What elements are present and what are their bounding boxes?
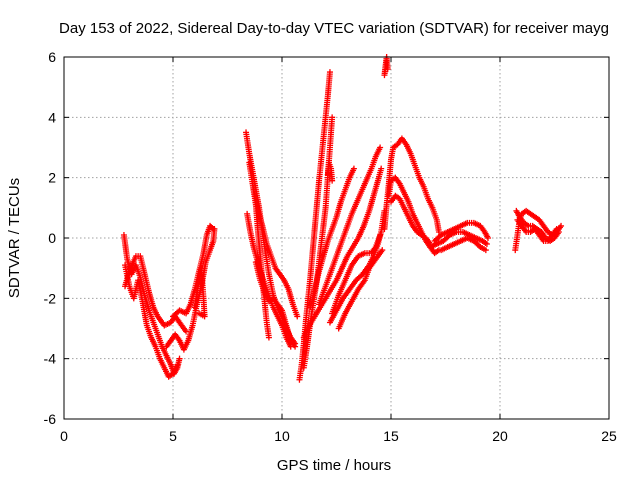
y-tick-label: 0 — [48, 230, 56, 246]
chart-title: Day 153 of 2022, Sidereal Day-to-day VTE… — [59, 20, 609, 37]
x-tick-label: 25 — [601, 428, 617, 444]
y-axis-label: SDTVAR / TECUs — [6, 178, 23, 298]
x-tick-label: 5 — [169, 428, 177, 444]
x-tick-label: 20 — [492, 428, 508, 444]
y-tick-label: -6 — [44, 411, 57, 427]
data-points — [121, 54, 564, 383]
axis-ticks: 0 5 10 15 20 25 -6 -4 -2 0 2 4 6 — [44, 49, 617, 444]
grid — [64, 57, 609, 419]
y-tick-label: 4 — [48, 109, 56, 125]
y-tick-label: 2 — [48, 170, 56, 186]
x-tick-label: 10 — [274, 428, 290, 444]
x-tick-label: 0 — [60, 428, 68, 444]
y-tick-label: 6 — [48, 49, 56, 65]
y-tick-label: -2 — [44, 290, 57, 306]
x-axis-label: GPS time / hours — [277, 457, 391, 474]
x-tick-label: 15 — [383, 428, 399, 444]
y-tick-label: -4 — [44, 351, 57, 367]
